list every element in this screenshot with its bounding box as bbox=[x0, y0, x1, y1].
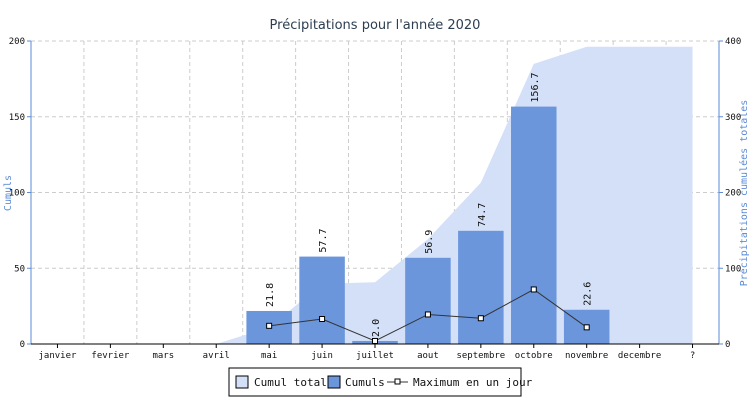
y-tick-label-left: 200 bbox=[9, 37, 25, 47]
x-tick-label-mai: mai bbox=[261, 351, 277, 361]
legend-swatch-cumuls bbox=[327, 375, 341, 389]
bar-value-label: 56.9 bbox=[424, 230, 435, 254]
bar-juin bbox=[299, 256, 345, 344]
bar-value-label: 57.7 bbox=[318, 228, 329, 252]
max-point bbox=[583, 324, 590, 331]
y-tick-label-right: 200 bbox=[725, 189, 741, 199]
y-tick-label-left: 50 bbox=[14, 264, 25, 274]
bar-value-label: 2.0 bbox=[371, 319, 382, 337]
y-tick-label-left: 150 bbox=[9, 113, 25, 123]
x-tick-label-septembre: septembre bbox=[456, 351, 505, 361]
y-axis-label-left: Cumuls bbox=[3, 175, 14, 211]
bar-aout bbox=[405, 257, 451, 344]
x-tick-label-novembre: novembre bbox=[565, 351, 608, 361]
y-tick-label-right: 300 bbox=[725, 113, 741, 123]
max-point bbox=[266, 322, 273, 329]
legend-label-cumuls: Cumuls bbox=[345, 376, 385, 389]
cumulative-area-layer bbox=[216, 46, 693, 345]
bar-value-label: 22.6 bbox=[583, 282, 594, 306]
y-tick-label-right: 100 bbox=[725, 264, 741, 274]
cumulative-area bbox=[216, 46, 693, 345]
data-labels: 21.8 57.7 2.0 56.9 74.7 156.7 22.6 bbox=[265, 72, 594, 336]
x-tick-label-aout: aout bbox=[417, 351, 439, 361]
y-axis-label-right: Précipitations cumulées totales bbox=[738, 100, 750, 287]
y-tick-label-left: 100 bbox=[9, 189, 25, 199]
axes: 0 50 100 150 200 0 100 200 300 400 janvier fevrier m… bbox=[9, 37, 742, 361]
max-line-layer bbox=[266, 286, 590, 344]
y-tick-label-right: 400 bbox=[725, 37, 741, 47]
chart-title: Précipitations pour l'année 2020 bbox=[270, 18, 481, 33]
x-tick-label-juin: juin bbox=[311, 351, 333, 361]
x-tick-label-avril: avril bbox=[203, 351, 230, 361]
max-point bbox=[319, 316, 326, 323]
legend-swatch-cumul-total bbox=[235, 375, 249, 389]
legend-label-max: Maximum en un jour bbox=[413, 376, 533, 389]
y-tick-label-left: 0 bbox=[20, 340, 25, 350]
max-point bbox=[424, 311, 431, 318]
legend-marker-max bbox=[394, 378, 401, 385]
legend-box bbox=[228, 367, 522, 397]
x-tick-label-octobre: octobre bbox=[515, 351, 553, 361]
bar-octobre bbox=[511, 106, 557, 344]
legend: Cumul total Cumuls Maximum en un jour bbox=[228, 367, 533, 397]
x-tick-label-mars: mars bbox=[152, 351, 174, 361]
legend-label-cumul-total: Cumul total bbox=[254, 376, 327, 389]
bars-layer bbox=[246, 106, 610, 344]
bar-septembre bbox=[458, 230, 504, 344]
x-tick-label-?: ? bbox=[690, 351, 695, 361]
bar-value-label: 21.8 bbox=[265, 283, 276, 307]
max-point bbox=[530, 286, 537, 293]
bar-value-label: 156.7 bbox=[530, 72, 541, 102]
x-tick-label-janvier: janvier bbox=[38, 351, 77, 361]
x-tick-label-decembre: decembre bbox=[618, 351, 661, 361]
x-tick-label-fevrier: fevrier bbox=[91, 351, 130, 361]
x-tick-label-juillet: juillet bbox=[356, 351, 394, 361]
y-tick-label-right: 0 bbox=[725, 340, 730, 350]
max-point bbox=[477, 315, 484, 322]
bar-value-label: 74.7 bbox=[477, 203, 488, 227]
max-point bbox=[372, 337, 378, 344]
